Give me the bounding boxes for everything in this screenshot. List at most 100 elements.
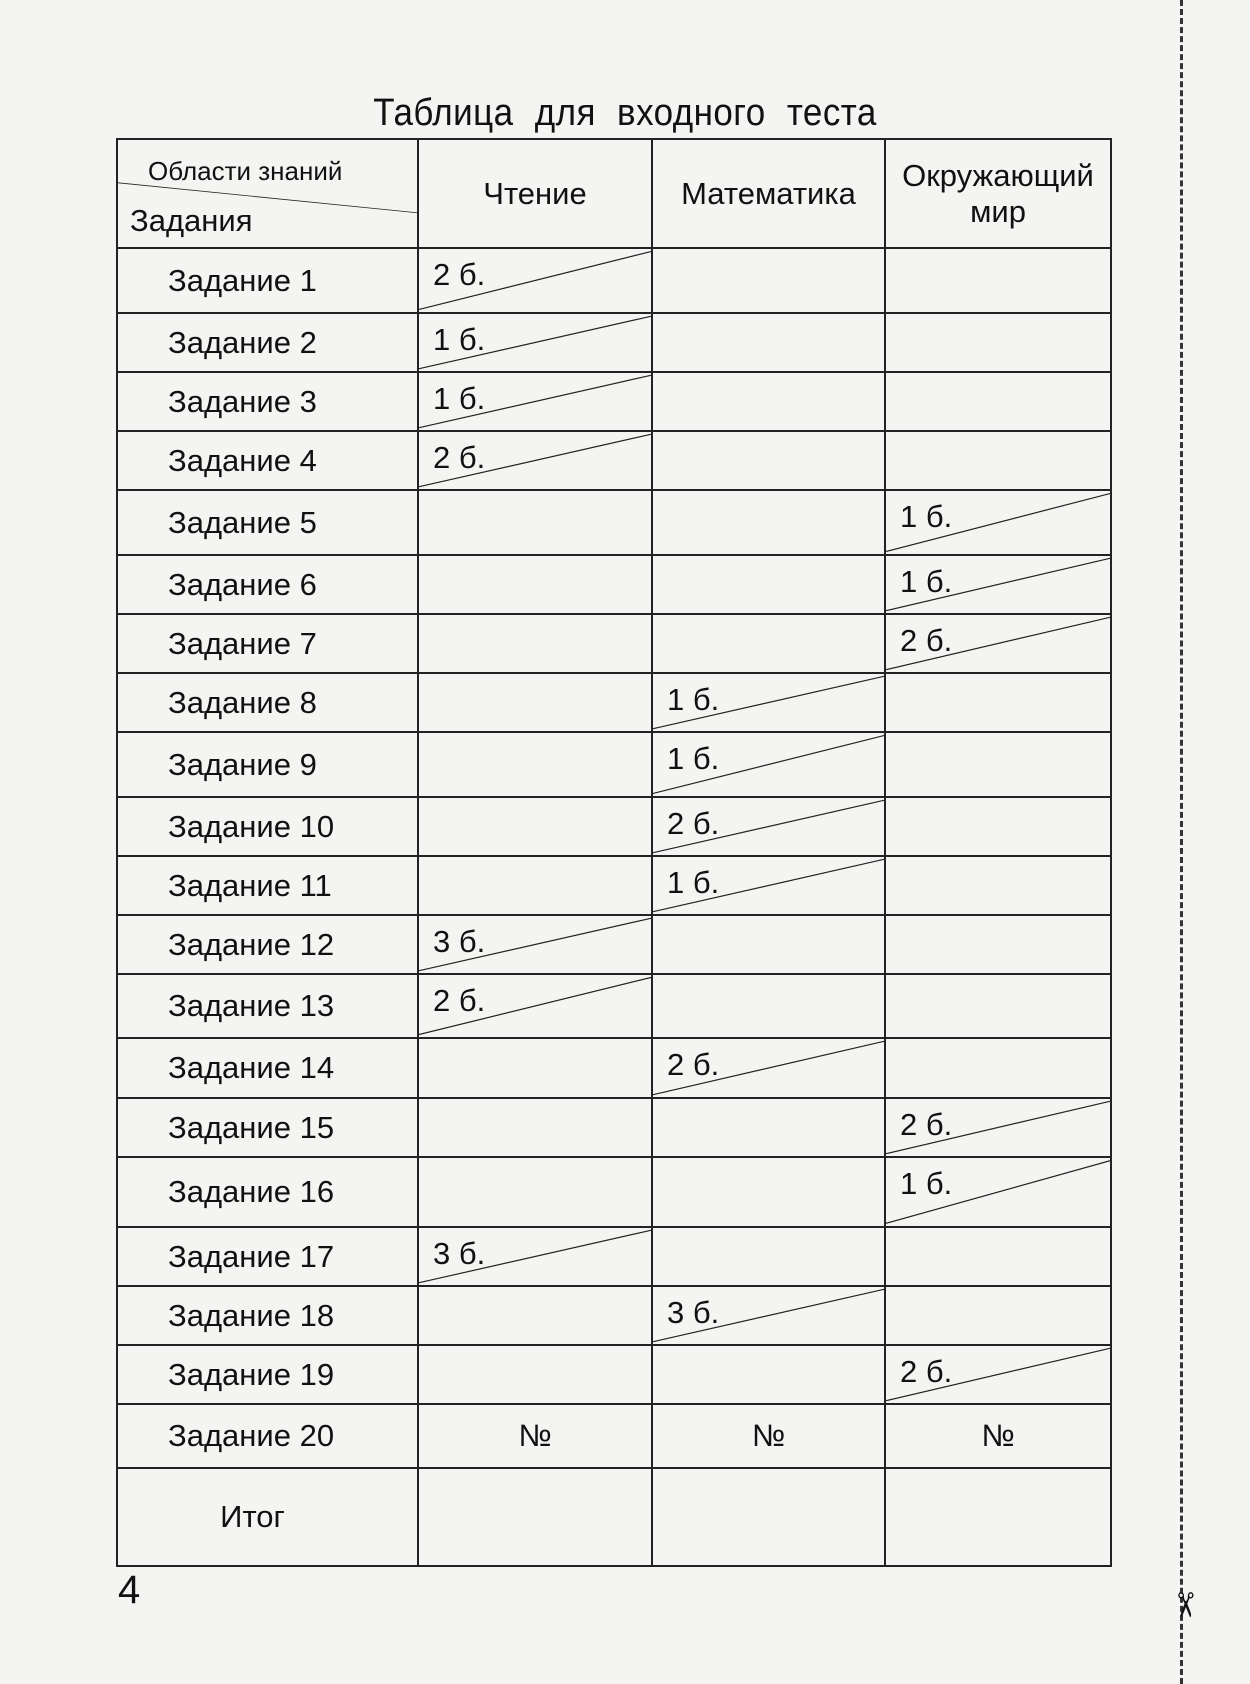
score-value: 2 б. bbox=[900, 623, 953, 658]
score-value: 1 б. bbox=[433, 322, 486, 357]
score-value: 2 б. bbox=[667, 1047, 720, 1082]
cell-world: № bbox=[884, 1403, 1112, 1469]
cut-line bbox=[1180, 0, 1183, 1684]
task-label: Задание 17 bbox=[116, 1226, 419, 1287]
cell-world bbox=[884, 973, 1112, 1039]
table-row: Задание 14 2 б. bbox=[116, 1037, 1112, 1099]
score-value: 1 б. bbox=[900, 499, 953, 534]
cell-reading: 3 б. bbox=[417, 914, 653, 975]
diagonal-divider bbox=[118, 140, 417, 247]
cell-math bbox=[651, 371, 886, 432]
score-value: 1 б. bbox=[667, 682, 720, 717]
task-label: Задание 18 bbox=[116, 1285, 419, 1346]
cell-math bbox=[651, 973, 886, 1039]
diagonal-divider bbox=[653, 857, 884, 914]
table-row: Задание 2 1 б. bbox=[116, 312, 1112, 373]
diagonal-divider bbox=[419, 1228, 651, 1285]
task-label: Задание 15 bbox=[116, 1097, 419, 1158]
task-label: Задание 1 bbox=[116, 247, 419, 314]
cell-math: 1 б. bbox=[651, 731, 886, 798]
task-label: Задание 20 bbox=[116, 1403, 419, 1469]
cell-reading: 3 б. bbox=[417, 1226, 653, 1287]
diagonal-divider bbox=[653, 733, 884, 796]
task-label: Задание 3 bbox=[116, 371, 419, 432]
header-row: Области знаний Задания Чтение Математика… bbox=[116, 138, 1112, 249]
table-row: Задание 15 2 б. bbox=[116, 1097, 1112, 1158]
cell-math bbox=[651, 1226, 886, 1287]
cell-world: 2 б. bbox=[884, 1344, 1112, 1405]
task-label: Задание 8 bbox=[116, 672, 419, 733]
table-row: Задание 5 1 б. bbox=[116, 489, 1112, 556]
cell-world bbox=[884, 1285, 1112, 1346]
diagonal-divider bbox=[886, 1346, 1110, 1403]
diagonal-divider bbox=[419, 916, 651, 973]
cell-math: 2 б. bbox=[651, 1037, 886, 1099]
cell-math bbox=[651, 613, 886, 674]
cell-world bbox=[884, 247, 1112, 314]
column-header-world: Окружающий мир bbox=[884, 138, 1112, 249]
task-label: Задание 13 bbox=[116, 973, 419, 1039]
cell-reading bbox=[417, 613, 653, 674]
scissors-icon: ✂ bbox=[1165, 1590, 1204, 1620]
cell-world: 2 б. bbox=[884, 613, 1112, 674]
cell-reading: 2 б. bbox=[417, 247, 653, 314]
table-row: Задание 13 2 б. bbox=[116, 973, 1112, 1039]
cell-reading bbox=[417, 731, 653, 798]
cell-math: 2 б. bbox=[651, 796, 886, 857]
score-value: 1 б. bbox=[900, 564, 953, 599]
page-number: 4 bbox=[118, 1568, 141, 1612]
task-label: Задание 19 bbox=[116, 1344, 419, 1405]
cell-reading bbox=[417, 1097, 653, 1158]
cell-reading bbox=[417, 1344, 653, 1405]
task-label: Задание 7 bbox=[116, 613, 419, 674]
cell-world bbox=[884, 672, 1112, 733]
cell-math bbox=[651, 247, 886, 314]
score-value: 3 б. bbox=[667, 1295, 720, 1330]
table-row: Задание 20 № № № bbox=[116, 1403, 1112, 1469]
tasks-label: Задания bbox=[130, 203, 253, 238]
total-reading bbox=[417, 1467, 653, 1567]
task-label: Задание 2 bbox=[116, 312, 419, 373]
cell-math: № bbox=[651, 1403, 886, 1469]
total-row: Итог bbox=[116, 1467, 1112, 1567]
task-label: Задание 16 bbox=[116, 1156, 419, 1228]
diagonal-divider bbox=[653, 674, 884, 731]
task-label: Задание 12 bbox=[116, 914, 419, 975]
diagonal-divider bbox=[419, 249, 651, 312]
cell-math: 3 б. bbox=[651, 1285, 886, 1346]
cell-world: 1 б. bbox=[884, 489, 1112, 556]
score-value: 1 б. bbox=[900, 1166, 953, 1201]
diagonal-divider bbox=[886, 491, 1110, 554]
cell-reading: 2 б. bbox=[417, 430, 653, 491]
corner-cell: Области знаний Задания bbox=[116, 138, 419, 249]
cell-world: 1 б. bbox=[884, 1156, 1112, 1228]
task-label: Задание 6 bbox=[116, 554, 419, 615]
task-label: Задание 5 bbox=[116, 489, 419, 556]
cell-world bbox=[884, 312, 1112, 373]
entry-test-table: Области знаний Задания Чтение Математика… bbox=[116, 138, 1112, 1567]
cell-reading bbox=[417, 796, 653, 857]
total-label: Итог bbox=[116, 1467, 419, 1567]
table-row: Задание 6 1 б. bbox=[116, 554, 1112, 615]
diagonal-divider bbox=[653, 1287, 884, 1344]
task-label: Задание 9 bbox=[116, 731, 419, 798]
cell-reading bbox=[417, 1285, 653, 1346]
table-row: Задание 11 1 б. bbox=[116, 855, 1112, 916]
table-row: Задание 4 2 б. bbox=[116, 430, 1112, 491]
cell-math bbox=[651, 1156, 886, 1228]
task-label: Задание 11 bbox=[116, 855, 419, 916]
table-row: Задание 18 3 б. bbox=[116, 1285, 1112, 1346]
cell-math bbox=[651, 489, 886, 556]
column-header-reading: Чтение bbox=[417, 138, 653, 249]
total-world bbox=[884, 1467, 1112, 1567]
diagonal-divider bbox=[886, 1158, 1110, 1226]
score-value: 2 б. bbox=[900, 1354, 953, 1389]
cell-reading bbox=[417, 672, 653, 733]
cell-reading: 2 б. bbox=[417, 973, 653, 1039]
cell-reading: 1 б. bbox=[417, 371, 653, 432]
diagonal-divider bbox=[653, 1039, 884, 1097]
table-row: Задание 8 1 б. bbox=[116, 672, 1112, 733]
table-row: Задание 10 2 б. bbox=[116, 796, 1112, 857]
score-value: 2 б. bbox=[433, 440, 486, 475]
table-row: Задание 17 3 б. bbox=[116, 1226, 1112, 1287]
